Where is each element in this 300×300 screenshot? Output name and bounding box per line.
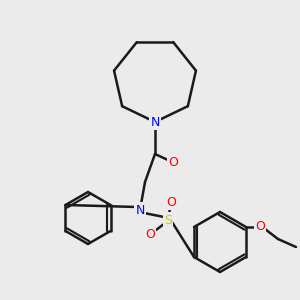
Text: O: O — [168, 155, 178, 169]
Text: N: N — [135, 203, 145, 217]
Text: N: N — [150, 116, 160, 128]
Text: O: O — [166, 196, 176, 208]
Text: O: O — [255, 220, 265, 233]
Text: S: S — [164, 214, 172, 226]
Text: O: O — [145, 227, 155, 241]
